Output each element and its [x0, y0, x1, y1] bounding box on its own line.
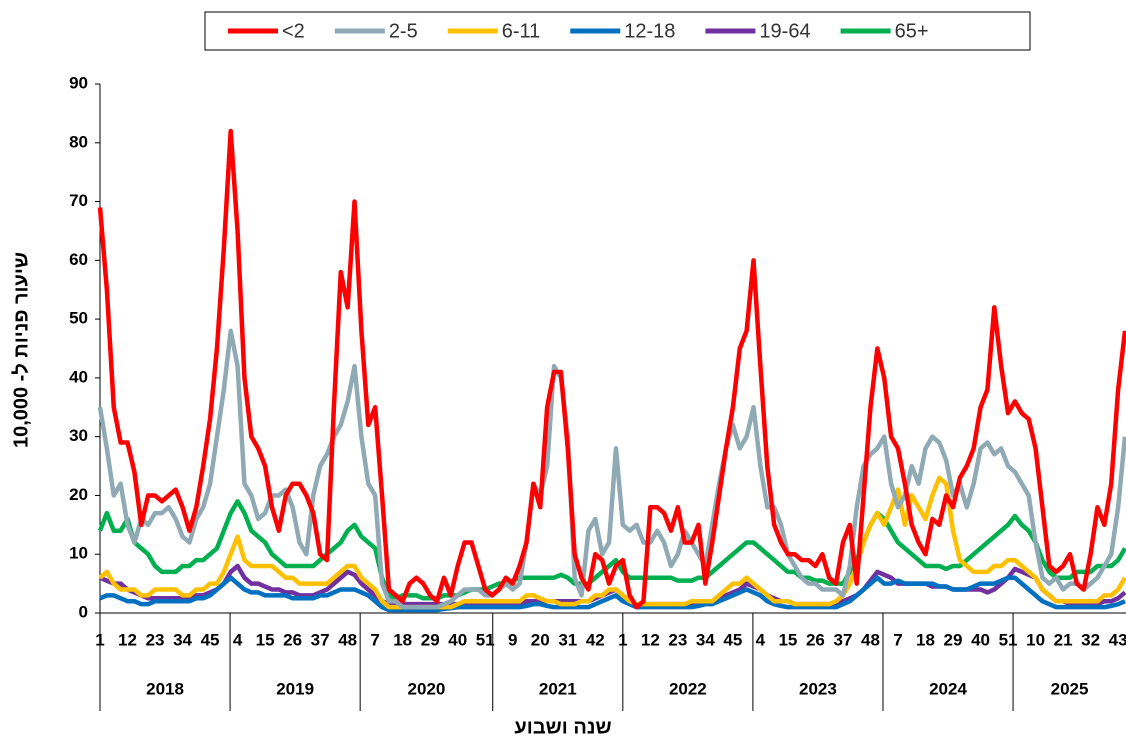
series-line: [98, 475, 1126, 610]
x-tick-label: 10: [1026, 630, 1045, 649]
x-tick-label: 26: [283, 630, 302, 649]
y-tick-label: 50: [69, 309, 88, 328]
x-tick-label: 34: [173, 630, 192, 649]
y-tick-label: 80: [69, 132, 88, 151]
y-tick-label: 90: [69, 73, 88, 92]
x-tick-label: 40: [448, 630, 467, 649]
x-tick-label: 9: [508, 630, 517, 649]
x-tick-label: 7: [893, 630, 902, 649]
x-tick-label: 51: [476, 630, 495, 649]
x-axis-title: שנה ושבוע: [514, 716, 611, 738]
x-tick-label: 4: [233, 630, 243, 649]
year-label: 2018: [146, 679, 184, 698]
x-tick-label: 45: [201, 630, 220, 649]
x-tick-label: 48: [338, 630, 357, 649]
x-tick-label: 40: [971, 630, 990, 649]
x-tick-label: 37: [833, 630, 852, 649]
year-label: 2024: [929, 679, 967, 698]
year-label: 2020: [408, 679, 446, 698]
x-tick-label: 21: [1054, 630, 1073, 649]
x-tick-label: 48: [861, 630, 880, 649]
y-tick-label: 40: [69, 367, 88, 386]
legend-label: 19-64: [759, 20, 810, 42]
series-line: [97, 499, 1126, 601]
year-label: 2019: [276, 679, 314, 698]
x-tick-label: 51: [999, 630, 1018, 649]
x-tick-label: 1: [95, 630, 104, 649]
x-tick-label: 29: [421, 630, 440, 649]
y-tick-label: 30: [69, 426, 88, 445]
year-label: 2023: [799, 679, 837, 698]
x-tick-label: 7: [370, 630, 379, 649]
x-tick-label: 42: [586, 630, 605, 649]
x-tick-label: 43: [1109, 630, 1126, 649]
x-tick-label: 12: [118, 630, 137, 649]
x-tick-label: 23: [668, 630, 687, 649]
x-tick-label: 18: [393, 630, 412, 649]
year-label: 2022: [669, 679, 707, 698]
x-tick-label: 34: [696, 630, 715, 649]
x-tick-label: 26: [806, 630, 825, 649]
legend-label: 65+: [895, 20, 929, 42]
x-tick-label: 23: [146, 630, 165, 649]
y-tick-label: 0: [79, 602, 88, 621]
x-tick-label: 20: [531, 630, 550, 649]
x-tick-label: 15: [778, 630, 797, 649]
y-tick-label: 10: [69, 544, 88, 563]
y-axis-title: שיעור פניות ל- 10,000: [10, 252, 32, 448]
x-tick-label: 37: [311, 630, 330, 649]
y-tick-label: 70: [69, 191, 88, 210]
series-line: [99, 575, 1126, 613]
x-tick-label: 12: [641, 630, 660, 649]
year-label: 2021: [539, 679, 577, 698]
x-tick-label: 18: [916, 630, 935, 649]
series-line: [97, 128, 1126, 610]
x-tick-label: 4: [756, 630, 766, 649]
legend-label: 6-11: [502, 20, 541, 42]
legend-label: <2: [282, 20, 305, 42]
x-tick-label: 29: [944, 630, 963, 649]
x-tick-label: 15: [256, 630, 275, 649]
y-tick-label: 60: [69, 250, 88, 269]
x-tick-label: 32: [1081, 630, 1100, 649]
year-label: 2025: [1051, 679, 1089, 698]
x-tick-label: 31: [558, 630, 577, 649]
y-tick-label: 20: [69, 485, 88, 504]
legend-label: 2-5: [389, 20, 418, 42]
x-tick-label: 45: [723, 630, 742, 649]
legend-label: 12-18: [624, 20, 675, 42]
